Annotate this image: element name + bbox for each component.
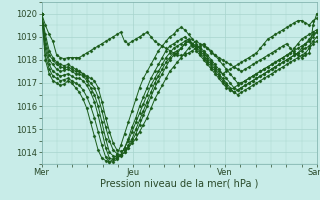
X-axis label: Pression niveau de la mer( hPa ): Pression niveau de la mer( hPa ) [100, 179, 258, 189]
